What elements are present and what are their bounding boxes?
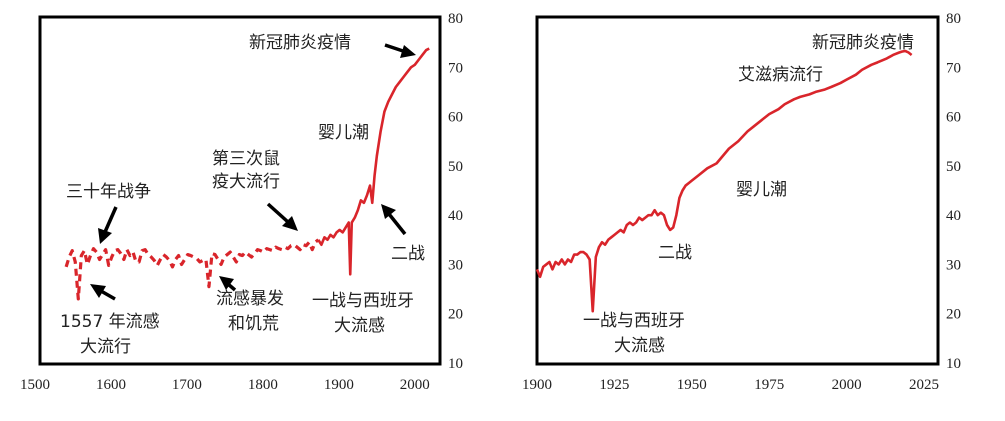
arrow-third-plague <box>266 202 290 224</box>
left-annotation-1557-flu-2: 大流行 <box>80 337 131 357</box>
right-y-tick-labels: 10 20 30 40 50 60 70 80 <box>946 11 961 372</box>
right-x-tick-label: 1900 <box>522 377 552 393</box>
right-chart: 1900 1925 1950 1975 2000 2025 10 20 30 40 50 60 70 8… <box>522 11 961 393</box>
left-x-tick-label: 1500 <box>20 377 50 393</box>
left-annotation-third-plague-2: 疫大流行 <box>212 172 280 192</box>
left-x-tick-label: 1600 <box>96 377 126 393</box>
left-chart: 1500 1600 1700 1800 1900 2000 10 20 30 40 50 60 70 8… <box>20 11 463 393</box>
left-annotation-ww1-spanish-flu-2: 大流感 <box>334 316 385 336</box>
arrow-thirty-years-war <box>103 206 118 233</box>
left-y-tick-label: 20 <box>448 307 463 323</box>
left-y-tick-label: 80 <box>448 11 463 27</box>
right-y-tick-label: 50 <box>946 159 961 175</box>
arrow-1557-flu <box>100 289 116 301</box>
left-annotation-third-plague-1: 第三次鼠 <box>212 149 280 169</box>
left-annotation-thirty-years-war: 三十年战争 <box>66 182 151 202</box>
right-x-tick-label: 2025 <box>909 377 939 393</box>
right-y-tick-label: 60 <box>946 110 961 126</box>
right-x-tick-labels: 1900 1925 1950 1975 2000 2025 <box>522 377 939 393</box>
left-plot-frame <box>38 15 442 366</box>
right-x-tick-label: 1975 <box>754 377 784 393</box>
arrow-thirty-years-war-head <box>98 228 112 244</box>
left-annotation-1557-flu-1: 1557 年流感 <box>60 312 160 332</box>
right-annotation-baby-boom: 婴儿潮 <box>736 180 787 200</box>
left-y-tick-label: 50 <box>448 159 463 175</box>
right-annotation-aids: 艾滋病流行 <box>738 65 823 85</box>
left-annotation-ww1-spanish-flu-1: 一战与西班牙 <box>312 291 414 311</box>
left-annotation-baby-boom: 婴儿潮 <box>318 123 369 143</box>
left-series-line-dashed <box>64 238 320 301</box>
arrow-ww2 <box>387 212 407 236</box>
left-x-tick-label: 2000 <box>400 377 430 393</box>
left-y-tick-label: 40 <box>448 208 463 224</box>
right-y-tick-label: 30 <box>946 257 961 273</box>
left-annotation-flu-famine-2: 和饥荒 <box>228 314 279 334</box>
right-annotation-ww2: 二战 <box>658 243 692 263</box>
right-x-tick-label: 1925 <box>599 377 629 393</box>
left-series-line-solid <box>317 47 430 276</box>
left-arrows <box>90 43 416 301</box>
right-x-tick-label: 2000 <box>832 377 862 393</box>
left-y-tick-label: 70 <box>448 60 463 76</box>
right-y-tick-label: 70 <box>946 60 961 76</box>
right-plot-frame <box>535 15 940 366</box>
left-y-tick-labels: 10 20 30 40 50 60 70 80 <box>448 11 463 372</box>
right-y-tick-label: 20 <box>946 307 961 323</box>
arrow-covid-head <box>400 45 416 58</box>
left-y-tick-label: 60 <box>448 110 463 126</box>
left-y-tick-label: 10 <box>448 356 463 372</box>
left-annotation-ww2: 二战 <box>391 244 425 264</box>
arrow-covid <box>384 43 404 53</box>
right-series-line <box>535 49 913 313</box>
right-annotation-ww1-spanish-flu-2: 大流感 <box>614 336 665 356</box>
left-annotation-covid: 新冠肺炎疫情 <box>249 33 351 53</box>
right-y-tick-label: 10 <box>946 356 961 372</box>
left-x-tick-label: 1800 <box>248 377 278 393</box>
arrow-1557-flu-head <box>90 284 106 298</box>
left-x-tick-label: 1700 <box>172 377 202 393</box>
right-y-tick-label: 40 <box>946 208 961 224</box>
arrow-flu-famine-head <box>219 276 234 290</box>
right-y-tick-label: 80 <box>946 11 961 27</box>
left-x-tick-labels: 1500 1600 1700 1800 1900 2000 <box>20 377 430 393</box>
right-annotation-covid: 新冠肺炎疫情 <box>812 33 914 53</box>
left-annotation-flu-famine-1: 流感暴发 <box>216 289 284 309</box>
right-annotation-ww1-spanish-flu-1: 一战与西班牙 <box>583 311 685 331</box>
arrow-ww2-head <box>381 204 396 219</box>
left-y-tick-label: 30 <box>448 257 463 273</box>
right-x-tick-label: 1950 <box>677 377 707 393</box>
left-x-tick-label: 1900 <box>324 377 354 393</box>
arrow-third-plague-head <box>282 216 298 231</box>
